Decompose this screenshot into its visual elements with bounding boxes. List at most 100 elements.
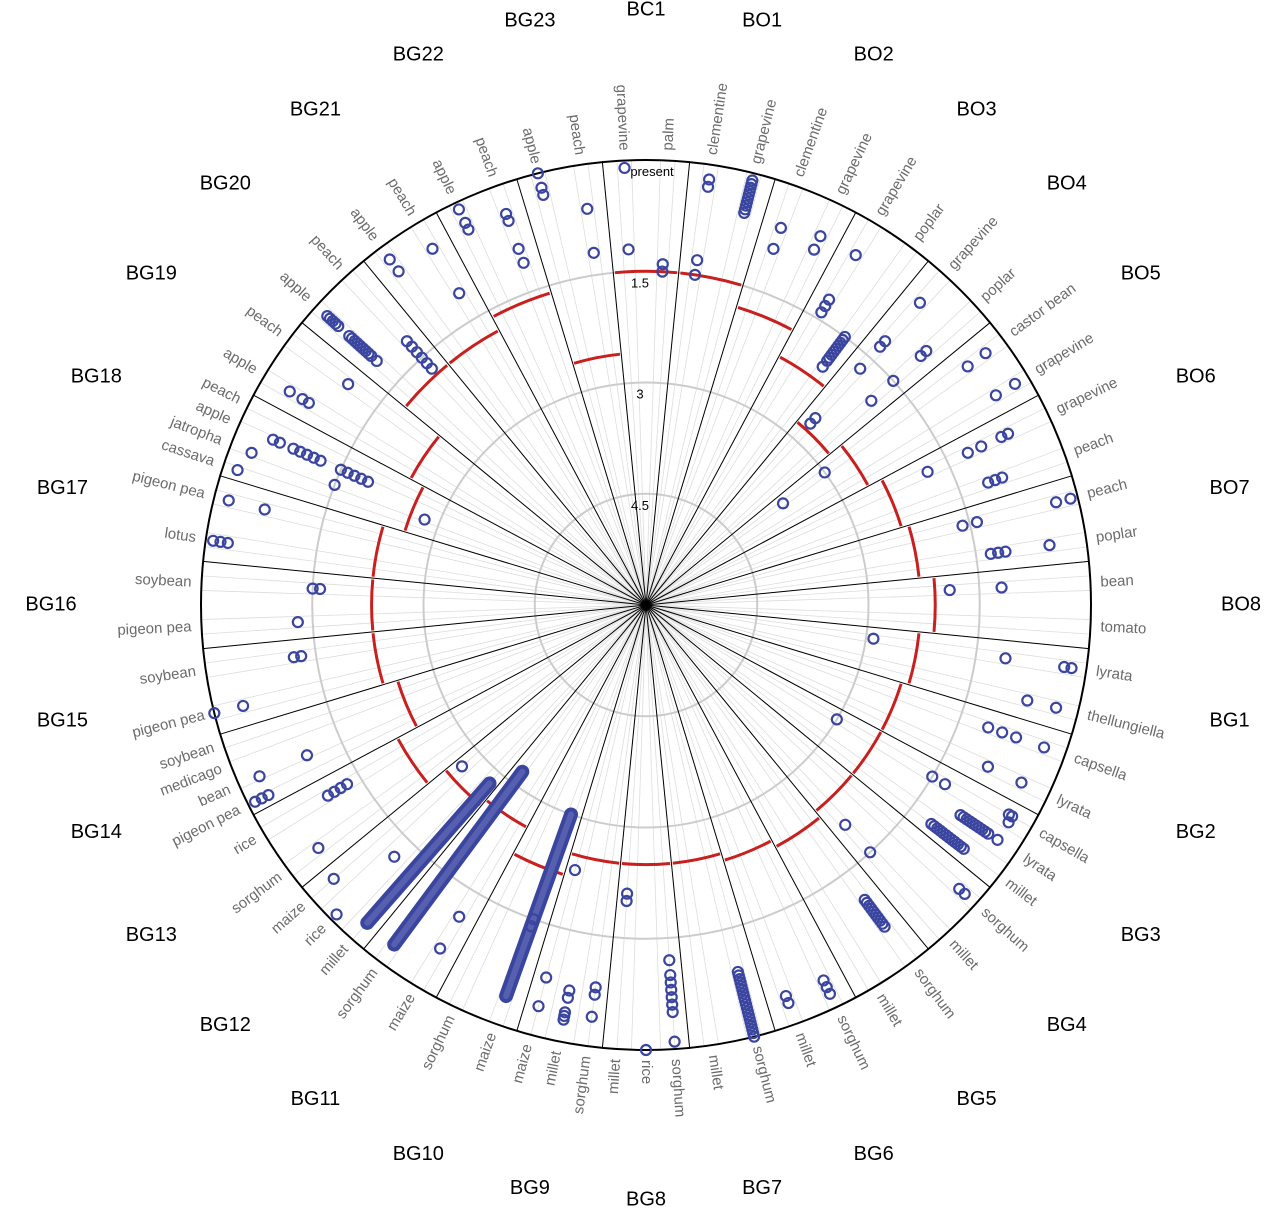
data-point bbox=[418, 513, 431, 526]
sector-label: BC1 bbox=[627, 0, 666, 20]
data-point bbox=[921, 465, 934, 478]
data-point bbox=[327, 872, 340, 885]
data-point bbox=[731, 965, 745, 979]
data-point bbox=[996, 471, 1009, 484]
crop-label: lyrata bbox=[1054, 791, 1095, 822]
sector-spoke bbox=[645, 604, 991, 888]
data-point bbox=[854, 362, 867, 375]
data-point bbox=[666, 1005, 679, 1019]
data-point bbox=[820, 981, 833, 994]
data-point bbox=[984, 547, 997, 560]
sector-spoke bbox=[301, 322, 647, 606]
data-point bbox=[970, 516, 984, 529]
crop-label: maize bbox=[384, 991, 419, 1034]
sector-label: BG19 bbox=[126, 263, 177, 285]
data-point bbox=[313, 582, 327, 596]
data-point bbox=[1002, 808, 1016, 821]
data-point bbox=[330, 908, 343, 921]
sector-label: BG2 bbox=[1176, 821, 1216, 843]
sector-spoke bbox=[645, 604, 857, 998]
data-point bbox=[388, 850, 401, 863]
data-point bbox=[1065, 662, 1078, 675]
data-point bbox=[537, 188, 550, 202]
crop-label: soybean bbox=[138, 663, 197, 688]
data-point bbox=[1021, 694, 1034, 707]
data-point bbox=[362, 347, 375, 360]
data-point bbox=[665, 991, 678, 1004]
data-point bbox=[767, 242, 780, 255]
sector-label: BO4 bbox=[1047, 173, 1087, 195]
sector-spoke bbox=[645, 322, 991, 606]
crop-label: sorghum bbox=[978, 904, 1033, 956]
data-point bbox=[996, 726, 1009, 739]
crop-label: grapevine bbox=[872, 154, 920, 219]
data-point bbox=[982, 721, 995, 734]
data-point bbox=[814, 230, 827, 243]
crop-label: grapevine bbox=[1032, 329, 1097, 377]
sector-label: BO1 bbox=[742, 10, 782, 32]
data-point bbox=[348, 469, 361, 482]
data-point bbox=[858, 893, 871, 906]
threshold-arc bbox=[396, 738, 429, 784]
crop-label: poplar bbox=[910, 201, 948, 245]
data-point bbox=[620, 894, 633, 908]
crop-label: millet bbox=[605, 1058, 624, 1095]
sector-label: BO8 bbox=[1221, 593, 1261, 615]
crop-label: sorghum bbox=[570, 1055, 594, 1115]
crop-label: rice bbox=[230, 831, 259, 858]
data-point bbox=[253, 770, 266, 783]
crop-label: pigeon pea bbox=[130, 707, 207, 742]
data-point bbox=[237, 699, 250, 713]
data-point bbox=[782, 996, 795, 1010]
data-point bbox=[887, 374, 900, 387]
data-point bbox=[1049, 496, 1063, 509]
sector-label: BG14 bbox=[71, 821, 122, 843]
data-point bbox=[561, 991, 574, 1004]
crop-label: grapevine bbox=[945, 213, 1002, 273]
crop-label: apple bbox=[347, 205, 383, 245]
radial-ring bbox=[533, 492, 759, 718]
sector-spoke bbox=[645, 162, 691, 606]
crop-label: peach bbox=[471, 135, 501, 179]
sector-spoke bbox=[220, 604, 647, 735]
sector-label: BG7 bbox=[742, 1177, 782, 1199]
threshold-arc bbox=[396, 681, 418, 727]
dense-point-band bbox=[360, 776, 497, 930]
data-point bbox=[873, 340, 887, 353]
radial-tick-label-center: 6 bbox=[642, 598, 649, 613]
crop-label: rice bbox=[638, 1060, 655, 1084]
sector-spoke bbox=[601, 604, 647, 1048]
threshold-arc bbox=[445, 769, 482, 806]
data-point bbox=[295, 650, 308, 663]
data-point bbox=[221, 536, 234, 550]
crop-label: peach bbox=[243, 302, 286, 340]
data-point bbox=[989, 473, 1002, 487]
data-point bbox=[816, 360, 829, 373]
data-point bbox=[979, 347, 992, 360]
data-point bbox=[691, 254, 704, 267]
data-point bbox=[864, 846, 877, 859]
data-point bbox=[342, 377, 355, 391]
threshold-arc bbox=[571, 852, 620, 865]
data-point bbox=[920, 344, 933, 358]
sector-label: BG12 bbox=[200, 1014, 251, 1036]
data-point bbox=[453, 910, 466, 923]
data-point bbox=[938, 778, 952, 791]
crop-label: sorghum bbox=[228, 869, 285, 917]
crop-label: grapevine bbox=[1053, 374, 1120, 418]
crop-label: millet bbox=[316, 941, 352, 979]
data-point bbox=[668, 1035, 681, 1048]
threshold-arc bbox=[775, 816, 820, 848]
crop-label: grapevine bbox=[832, 130, 876, 197]
threshold-arc bbox=[932, 578, 937, 632]
sector-spoke bbox=[645, 475, 1072, 606]
threshold-arc bbox=[779, 355, 825, 388]
threshold-arc bbox=[724, 839, 772, 862]
data-point bbox=[953, 882, 966, 896]
threshold-arc bbox=[880, 683, 903, 731]
threshold-arc bbox=[815, 774, 853, 812]
data-point bbox=[307, 451, 320, 464]
data-point bbox=[618, 161, 631, 175]
crop-label: clementine bbox=[791, 105, 831, 179]
radial-tick-label: 3 bbox=[636, 387, 643, 402]
